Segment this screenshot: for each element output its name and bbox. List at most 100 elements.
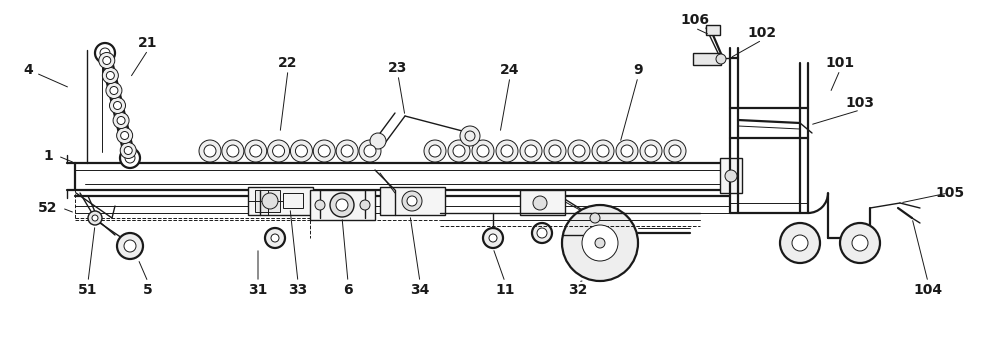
Circle shape (124, 240, 136, 252)
Circle shape (525, 145, 537, 157)
Circle shape (501, 145, 513, 157)
Text: 32: 32 (568, 283, 588, 297)
Circle shape (520, 140, 542, 162)
Circle shape (222, 140, 244, 162)
Text: 106: 106 (680, 13, 710, 27)
Circle shape (268, 140, 290, 162)
Circle shape (110, 87, 118, 95)
Circle shape (336, 199, 348, 211)
Circle shape (99, 53, 115, 69)
Circle shape (852, 235, 868, 251)
Circle shape (549, 145, 561, 157)
Circle shape (265, 228, 285, 248)
Text: 24: 24 (500, 63, 520, 77)
Text: 102: 102 (747, 26, 777, 40)
Circle shape (448, 140, 470, 162)
Circle shape (562, 205, 638, 281)
Circle shape (460, 126, 480, 146)
Circle shape (621, 145, 633, 157)
Circle shape (780, 223, 820, 263)
Circle shape (533, 196, 547, 210)
Circle shape (496, 140, 518, 162)
Circle shape (640, 140, 662, 162)
Bar (706, 25, 720, 35)
Circle shape (716, 54, 726, 64)
Circle shape (590, 213, 600, 223)
Circle shape (117, 127, 133, 143)
Text: 34: 34 (410, 283, 430, 297)
Circle shape (100, 48, 110, 58)
Circle shape (792, 235, 808, 251)
Circle shape (106, 82, 122, 98)
Circle shape (573, 145, 585, 157)
Text: 23: 23 (388, 61, 408, 75)
Text: 1: 1 (43, 149, 53, 163)
Circle shape (121, 132, 129, 140)
Circle shape (262, 193, 278, 209)
Circle shape (120, 142, 136, 158)
Text: 51: 51 (78, 283, 98, 297)
Circle shape (664, 140, 686, 162)
Circle shape (271, 234, 279, 242)
Circle shape (117, 233, 143, 259)
Text: 103: 103 (846, 96, 874, 110)
Circle shape (227, 145, 239, 157)
Circle shape (250, 145, 262, 157)
Circle shape (124, 147, 132, 155)
Circle shape (120, 148, 140, 168)
Circle shape (489, 234, 497, 242)
Circle shape (424, 140, 446, 162)
Circle shape (840, 223, 880, 263)
Text: 22: 22 (278, 56, 298, 70)
Circle shape (92, 215, 98, 221)
Circle shape (669, 145, 681, 157)
Circle shape (330, 193, 354, 217)
Bar (520, 190, 565, 215)
Circle shape (290, 140, 312, 162)
Text: 101: 101 (825, 56, 855, 70)
Circle shape (102, 68, 118, 84)
Circle shape (453, 145, 465, 157)
Circle shape (88, 211, 102, 225)
Circle shape (364, 145, 376, 157)
Circle shape (568, 140, 590, 162)
Bar (310, 190, 375, 220)
Circle shape (106, 71, 114, 79)
Text: 52: 52 (38, 201, 58, 215)
Text: 31: 31 (248, 283, 268, 297)
Circle shape (725, 170, 737, 182)
Circle shape (477, 145, 489, 157)
Text: 6: 6 (343, 283, 353, 297)
Text: 104: 104 (913, 283, 943, 297)
Circle shape (595, 238, 605, 248)
Circle shape (592, 140, 614, 162)
Text: 33: 33 (288, 283, 308, 297)
Circle shape (273, 145, 285, 157)
Circle shape (402, 191, 422, 211)
Circle shape (245, 140, 267, 162)
Circle shape (537, 228, 547, 238)
Circle shape (199, 140, 221, 162)
Text: 4: 4 (23, 63, 33, 77)
Text: 21: 21 (138, 36, 158, 50)
Circle shape (114, 102, 122, 110)
Bar (248, 187, 313, 215)
Circle shape (204, 145, 216, 157)
Bar (255, 190, 280, 212)
Circle shape (315, 200, 325, 210)
Circle shape (117, 117, 125, 125)
Circle shape (429, 145, 441, 157)
Circle shape (370, 133, 386, 149)
Circle shape (125, 153, 135, 163)
Bar (720, 158, 742, 193)
Bar (380, 187, 445, 215)
Circle shape (645, 145, 657, 157)
Circle shape (616, 140, 638, 162)
Circle shape (597, 145, 609, 157)
Text: 11: 11 (495, 283, 515, 297)
Circle shape (95, 43, 115, 63)
Circle shape (336, 140, 358, 162)
Text: 5: 5 (143, 283, 153, 297)
Circle shape (532, 223, 552, 243)
Circle shape (360, 200, 370, 210)
